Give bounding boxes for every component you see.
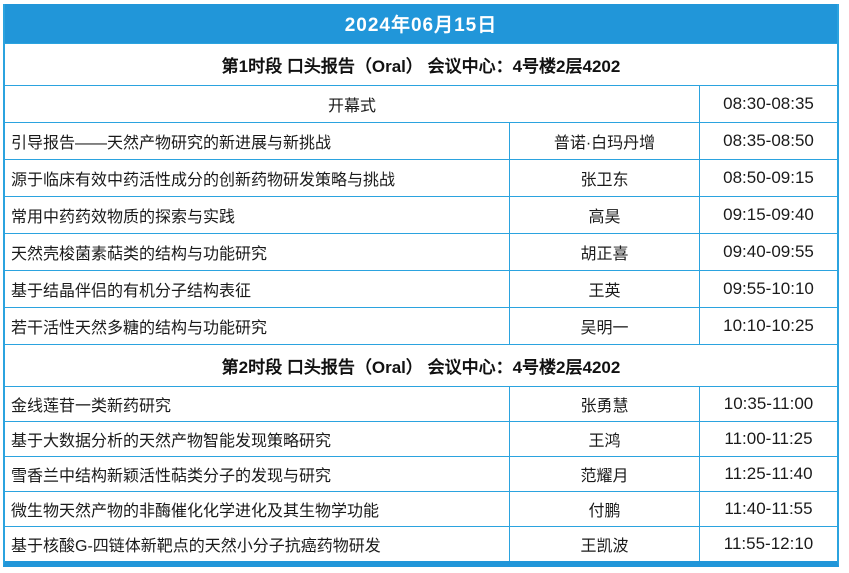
speaker-cell: 张卫东 <box>509 160 699 196</box>
time-cell: 11:55-12:10 <box>699 527 837 561</box>
table-row: 若干活性天然多糖的结构与功能研究 吴明一 10:10-10:25 <box>5 307 837 344</box>
schedule-table: 2024年06月15日 第1时段 口头报告（Oral） 会议中心：4号楼2层42… <box>3 4 839 567</box>
speaker-cell: 高昊 <box>509 197 699 233</box>
table-row: 基于结晶伴侣的有机分子结构表征 王英 09:55-10:10 <box>5 270 837 307</box>
time-cell: 11:25-11:40 <box>699 457 837 491</box>
talk-title-cell: 天然壳梭菌素萜类的结构与功能研究 <box>11 246 268 263</box>
speaker-cell: 王鸿 <box>509 422 699 456</box>
speaker-cell: 胡正喜 <box>509 234 699 270</box>
date-text: 2024年06月15日 <box>344 15 498 36</box>
session-2-header: 第2时段 口头报告（Oral） 会议中心：4号楼2层4202 <box>5 344 837 386</box>
speaker-cell: 范耀月 <box>509 457 699 491</box>
date-banner: 2024年06月15日 <box>5 4 837 43</box>
table-row: 雪香兰中结构新颖活性萜类分子的发现与研究 范耀月 11:25-11:40 <box>5 456 837 491</box>
talk-title-cell: 基于大数据分析的天然产物智能发现策略研究 <box>11 433 332 450</box>
time-cell: 08:30-08:35 <box>699 86 837 122</box>
time-cell: 09:55-10:10 <box>699 271 837 307</box>
table-row: 开幕式 08:30-08:35 <box>5 85 837 122</box>
speaker-cell: 普诺·白玛丹增 <box>509 123 699 159</box>
speaker-cell: 张勇慧 <box>509 387 699 421</box>
table-row: 基于核酸G-四链体新靶点的天然小分子抗癌药物研发 王凯波 11:55-12:10 <box>5 526 837 561</box>
talk-title-cell: 基于核酸G-四链体新靶点的天然小分子抗癌药物研发 <box>11 538 381 555</box>
talk-title-cell: 雪香兰中结构新颖活性萜类分子的发现与研究 <box>11 468 332 485</box>
talk-title-cell: 基于结晶伴侣的有机分子结构表征 <box>11 283 252 300</box>
table-row: 基于大数据分析的天然产物智能发现策略研究 王鸿 11:00-11:25 <box>5 421 837 456</box>
table-row: 天然壳梭菌素萜类的结构与功能研究 胡正喜 09:40-09:55 <box>5 233 837 270</box>
session-1-header-text: 第1时段 口头报告（Oral） 会议中心：4号楼2层4202 <box>221 57 621 76</box>
time-cell: 09:15-09:40 <box>699 197 837 233</box>
session-2-header-text: 第2时段 口头报告（Oral） 会议中心：4号楼2层4202 <box>221 358 621 377</box>
time-cell: 08:35-08:50 <box>699 123 837 159</box>
talk-title-cell: 源于临床有效中药活性成分的创新药物研发策略与挑战 <box>11 172 396 189</box>
time-cell: 10:35-11:00 <box>699 387 837 421</box>
table-row: 引导报告——天然产物研究的新进展与新挑战 普诺·白玛丹增 08:35-08:50 <box>5 122 837 159</box>
talk-title-cell: 微生物天然产物的非酶催化化学进化及其生物学功能 <box>11 503 380 520</box>
talk-title-cell: 开幕式 <box>327 98 376 115</box>
time-cell: 11:40-11:55 <box>699 492 837 526</box>
speaker-cell: 吴明一 <box>509 308 699 344</box>
session-1-header: 第1时段 口头报告（Oral） 会议中心：4号楼2层4202 <box>5 43 837 85</box>
table-row: 微生物天然产物的非酶催化化学进化及其生物学功能 付鹏 11:40-11:55 <box>5 491 837 526</box>
time-cell: 11:00-11:25 <box>699 422 837 456</box>
talk-title-cell: 金线莲苷一类新药研究 <box>11 398 172 415</box>
talk-title-cell: 引导报告——天然产物研究的新进展与新挑战 <box>11 135 332 152</box>
speaker-cell: 付鹏 <box>509 492 699 526</box>
time-cell: 08:50-09:15 <box>699 160 837 196</box>
talk-title-cell: 若干活性天然多糖的结构与功能研究 <box>11 320 268 337</box>
speaker-cell: 王英 <box>509 271 699 307</box>
time-cell: 09:40-09:55 <box>699 234 837 270</box>
talk-title-cell: 常用中药药效物质的探索与实践 <box>11 209 236 226</box>
speaker-cell: 王凯波 <box>509 527 699 561</box>
table-row: 金线莲苷一类新药研究 张勇慧 10:35-11:00 <box>5 386 837 421</box>
time-cell: 10:10-10:25 <box>699 308 837 344</box>
table-row: 源于临床有效中药活性成分的创新药物研发策略与挑战 张卫东 08:50-09:15 <box>5 159 837 196</box>
table-row: 常用中药药效物质的探索与实践 高昊 09:15-09:40 <box>5 196 837 233</box>
